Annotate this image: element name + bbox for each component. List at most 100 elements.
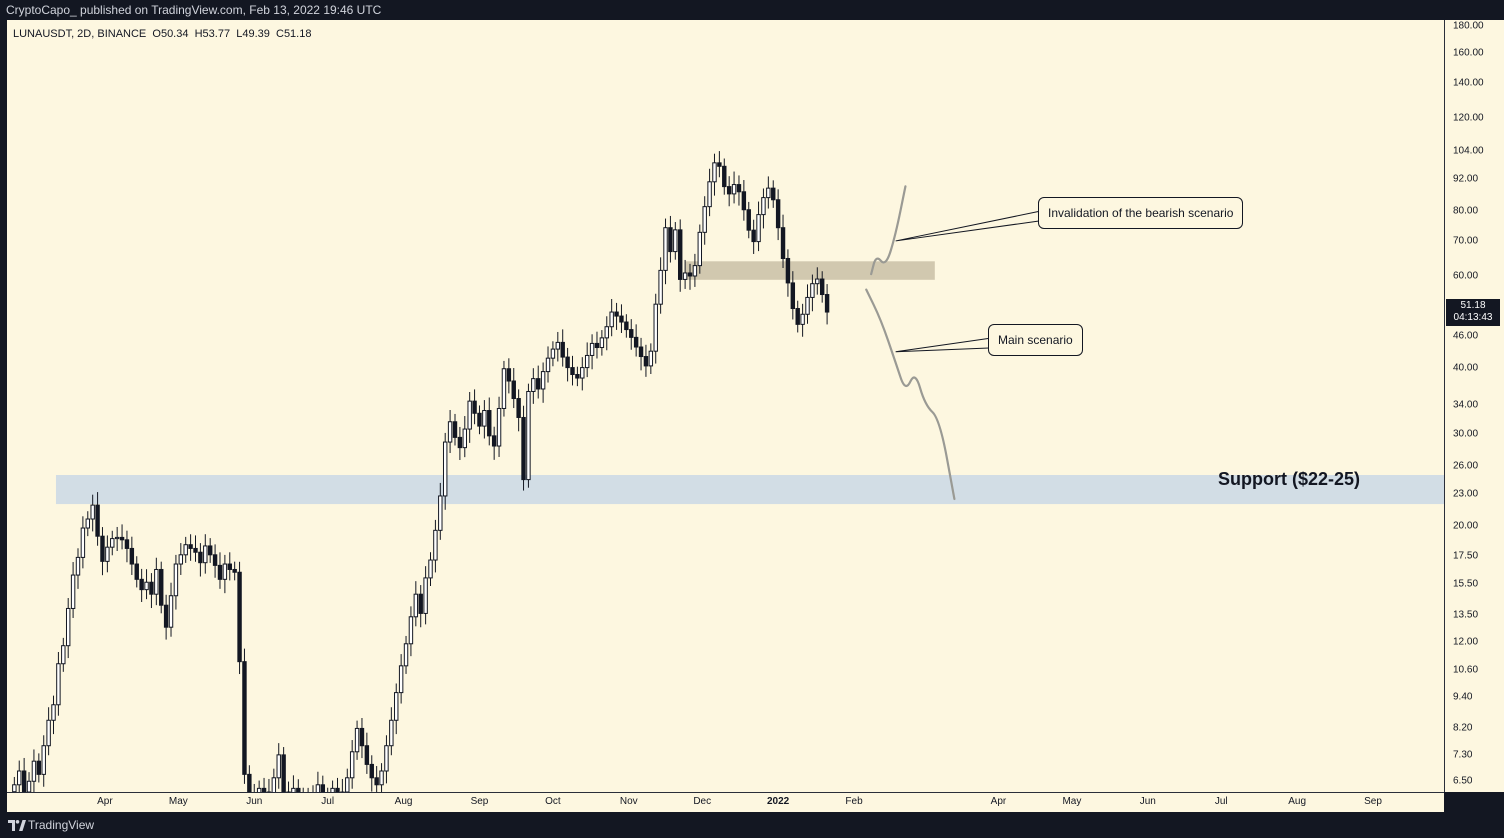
invalidation-callout-pointer — [895, 210, 1040, 242]
candle-countdown: 04:13:43 — [1453, 312, 1493, 324]
time-tick: May — [1062, 796, 1082, 807]
candle-down — [296, 787, 301, 792]
candle-up — [168, 595, 174, 628]
time-tick: Dec — [693, 796, 712, 807]
candle-down — [511, 380, 516, 400]
candle-up — [51, 704, 56, 721]
candle-up — [604, 326, 609, 339]
candle-up — [501, 368, 507, 409]
candle-down — [418, 593, 423, 614]
candle-up — [589, 342, 595, 356]
candle-down — [232, 568, 237, 573]
price-tick: 23.00 — [1453, 488, 1479, 500]
price-tick: 92.00 — [1453, 173, 1479, 185]
candle-up — [315, 784, 321, 792]
candle-up — [398, 665, 404, 694]
candle-up — [584, 354, 590, 369]
price-tick: 7.30 — [1453, 749, 1473, 761]
candle-down — [521, 416, 526, 481]
candle-up — [46, 719, 51, 747]
chart-pane[interactable]: LUNAUSDT, 2D, BINANCE O50.34 H53.77 L49.… — [7, 20, 1444, 792]
time-tick: Apr — [97, 796, 113, 807]
candle-down — [746, 209, 751, 231]
price-chart[interactable] — [7, 20, 1444, 792]
candle-down — [134, 563, 139, 580]
price-tick: 9.40 — [1453, 691, 1473, 703]
candle-down — [159, 568, 164, 606]
candle-down — [824, 294, 830, 313]
support-zone-label: Support ($22-25) — [1218, 469, 1361, 489]
candle-down — [717, 162, 722, 167]
candle-up — [658, 269, 663, 305]
candle-up — [65, 607, 71, 647]
support-zone — [55, 475, 1444, 505]
time-tick: 2022 — [767, 796, 790, 807]
candle-up — [428, 559, 433, 579]
main-scenario-callout[interactable]: Main scenario — [988, 324, 1083, 356]
tradingview-brand-text[interactable]: TradingView — [28, 818, 95, 832]
candle-down — [217, 564, 223, 580]
symbol-legend[interactable]: LUNAUSDT, 2D, BINANCE O50.34 H53.77 L49.… — [13, 28, 311, 40]
time-tick: Jun — [246, 796, 263, 807]
candle-up — [731, 184, 737, 195]
candle-down — [487, 410, 492, 437]
time-tick: Aug — [394, 796, 413, 807]
candle-up — [815, 278, 820, 285]
invalidation-callout[interactable]: Invalidation of the bearish scenario — [1038, 197, 1244, 229]
candle-down — [819, 278, 825, 296]
candle-up — [61, 645, 66, 665]
candle-up — [330, 787, 335, 792]
candle-up — [105, 546, 110, 562]
candle-up — [85, 518, 90, 529]
candle-down — [780, 227, 786, 259]
price-tick: 8.20 — [1453, 722, 1473, 734]
candle-down — [722, 165, 727, 188]
price-tick: 46.00 — [1453, 330, 1479, 342]
time-tick: Feb — [845, 796, 863, 807]
time-tick: Jul — [321, 796, 335, 807]
time-axis[interactable]: Apr May Jun Jul Aug Sep Oct Nov Dec 2022 Feb Apr May… — [7, 792, 1444, 813]
price-tick: 17.50 — [1453, 550, 1479, 562]
candle-up — [682, 272, 688, 280]
candle-up — [609, 311, 614, 328]
candle-down — [247, 773, 252, 792]
candle-down — [207, 545, 213, 556]
price-tick: 13.50 — [1453, 609, 1479, 621]
price-tick: 6.50 — [1453, 775, 1473, 787]
candle-down — [227, 563, 232, 570]
candle-down — [95, 504, 100, 537]
time-tick: Oct — [545, 796, 561, 807]
candle-down — [198, 551, 203, 564]
candle-up — [496, 407, 502, 447]
candle-down — [775, 199, 781, 229]
candle-up — [707, 181, 712, 208]
invalidation-callout-text: Invalidation of the bearish scenario — [1048, 206, 1234, 220]
candle-up — [550, 348, 556, 359]
time-tick: Nov — [619, 796, 638, 807]
price-tick: 160.00 — [1453, 47, 1484, 59]
candle-down — [536, 378, 541, 390]
candle-up — [114, 536, 120, 540]
candle-up — [702, 206, 707, 233]
candle-down — [575, 374, 580, 379]
candle-down — [457, 436, 463, 449]
candle-down — [751, 229, 756, 243]
candle-up — [291, 787, 296, 792]
time-tick: Aug — [1288, 796, 1307, 807]
candle-up — [447, 421, 453, 443]
candle-down — [677, 229, 683, 280]
candle-up — [462, 428, 467, 449]
candle-up — [653, 303, 658, 352]
price-tick: 26.00 — [1453, 460, 1479, 472]
time-tick: Sep — [1364, 796, 1382, 807]
tradingview-logo-icon[interactable] — [8, 820, 26, 831]
price-tick: 140.00 — [1453, 77, 1484, 89]
candle-up — [413, 593, 419, 618]
price-axis[interactable]: 180.00 160.00 140.00 120.00 104.00 92.00 80.00… — [1444, 20, 1504, 792]
candle-up — [173, 563, 179, 597]
candle-up — [349, 751, 355, 779]
candle-down — [212, 554, 218, 566]
main-scenario-callout-pointer — [895, 337, 990, 353]
price-tick: 120.00 — [1453, 112, 1484, 124]
candle-down — [741, 191, 747, 211]
